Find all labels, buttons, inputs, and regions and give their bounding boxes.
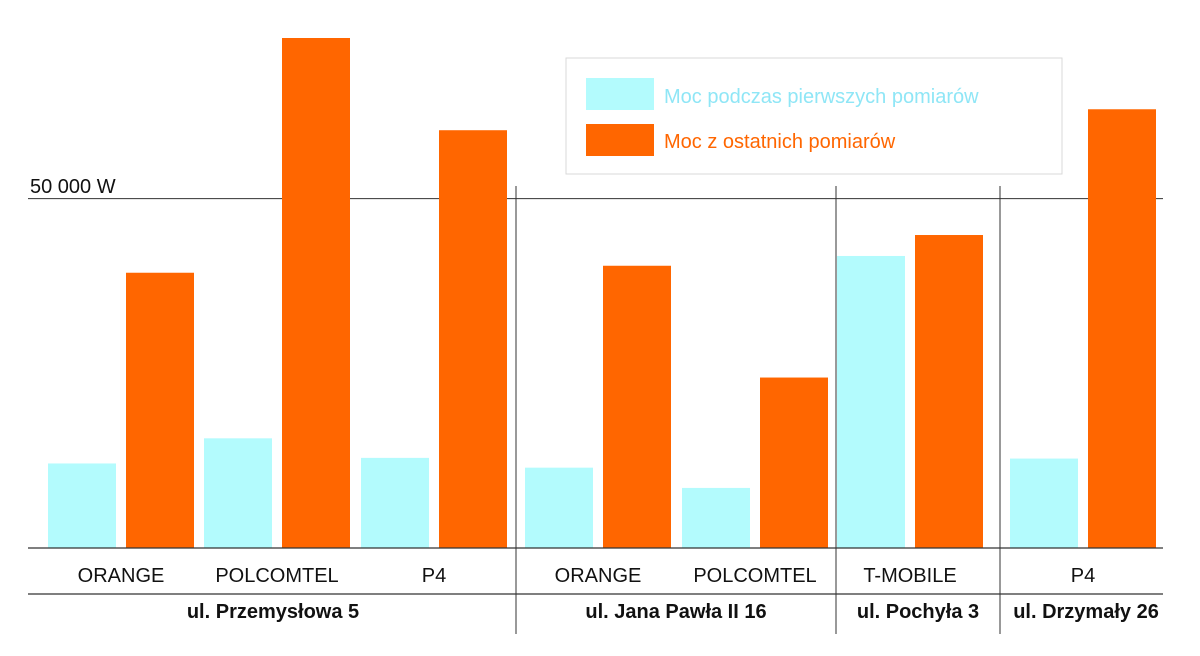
bar-last-measurements-1 <box>126 272 194 548</box>
legend-box <box>565 57 1063 175</box>
category-label-7: P4 <box>1071 565 1095 587</box>
group-label-3: ul. Pochyła 3 <box>857 601 979 623</box>
bar-last-measurements-7 <box>1088 109 1156 548</box>
bar-last-measurements-4 <box>603 265 671 548</box>
group-label-2: ul. Jana Pawła II 16 <box>585 601 766 623</box>
bar-first-measurements-1 <box>48 463 116 548</box>
legend-label-last-measurements: Moc z ostatnich pomiarów <box>664 131 896 153</box>
category-label-2: POLCOMTEL <box>215 565 338 587</box>
bar-first-measurements-4 <box>525 467 593 548</box>
bar-last-measurements-3 <box>439 130 507 548</box>
bar-first-measurements-6 <box>837 255 905 548</box>
bars <box>48 38 1156 548</box>
legend-swatch-last-measurements <box>586 124 654 156</box>
bar-first-measurements-7 <box>1010 458 1078 548</box>
category-label-3: P4 <box>422 565 446 587</box>
category-label-5: POLCOMTEL <box>693 565 816 587</box>
category-label-1: ORANGE <box>78 565 165 587</box>
axes <box>28 186 1163 634</box>
bar-last-measurements-5 <box>760 377 828 548</box>
bar-last-measurements-6 <box>915 235 983 548</box>
group-label-4: ul. Drzymały 26 <box>1013 601 1159 623</box>
bar-first-measurements-5 <box>682 487 750 548</box>
legend-label-first-measurements: Moc podczas pierwszych pomiarów <box>664 86 979 108</box>
legend-swatch-first-measurements <box>586 78 654 110</box>
y-tick-label-50000: 50 000 W <box>30 176 116 198</box>
category-label-4: ORANGE <box>555 565 642 587</box>
bar-first-measurements-2 <box>204 438 272 548</box>
group-label-1: ul. Przemysłowa 5 <box>187 601 359 623</box>
labels: 50 000 W ORANGE POLCOMTEL P4 ORANGE POLCOMTE… <box>30 176 1159 623</box>
bar-last-measurements-2 <box>282 38 350 548</box>
category-label-6: T-MOBILE <box>863 565 956 587</box>
legend: Moc podczas pierwszych pomiarów Moc z os… <box>565 57 1063 175</box>
bar-first-measurements-3 <box>361 457 429 548</box>
